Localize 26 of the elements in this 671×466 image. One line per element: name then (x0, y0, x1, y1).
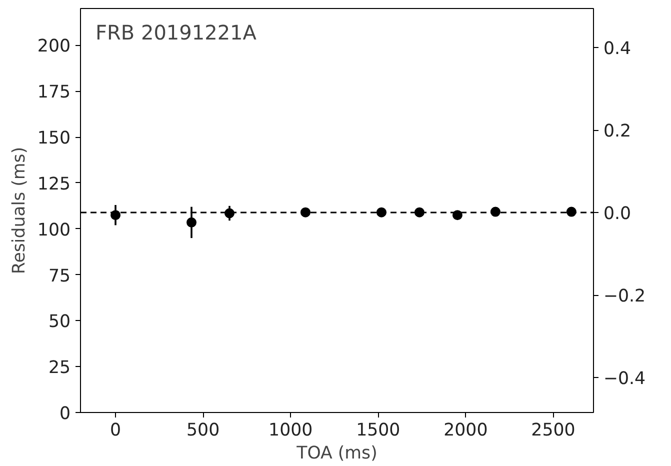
x-tick-label: 500 (186, 420, 220, 440)
y-tick-label: 125 (37, 174, 71, 194)
y-tick-label: 150 (37, 128, 71, 149)
y-tick-label: 75 (48, 266, 71, 286)
y-tick-label: 0 (59, 404, 71, 424)
y-tick-label: 25 (48, 358, 71, 378)
point (452, 210, 462, 220)
x-axis-title: TOA (ms) (296, 444, 378, 464)
x-tick-label: 2500 (531, 420, 576, 440)
y2-tick-label: −0.2 (604, 286, 646, 307)
y2-tick-label: 0.2 (604, 122, 632, 142)
y-tick-label: 200 (37, 36, 71, 57)
y-axis-title: Residuals (ms) (9, 146, 30, 274)
x-tick-label: 2000 (444, 420, 488, 440)
y2-tick-label: 0.0 (604, 204, 632, 224)
y-tick-label: 175 (37, 82, 71, 103)
y-tick-label: 50 (48, 312, 71, 332)
y2-tick-label: −0.4 (604, 368, 646, 389)
annotation: FRB 20191221A (96, 20, 257, 44)
y2-tick-label: 0.4 (604, 39, 632, 60)
x-tick-label: 0 (110, 420, 122, 440)
point (110, 210, 121, 220)
x-tick-label: 1000 (268, 420, 313, 440)
x-tick-label: 1500 (356, 420, 400, 440)
point (186, 217, 197, 228)
y-tick-label: 100 (37, 220, 71, 240)
